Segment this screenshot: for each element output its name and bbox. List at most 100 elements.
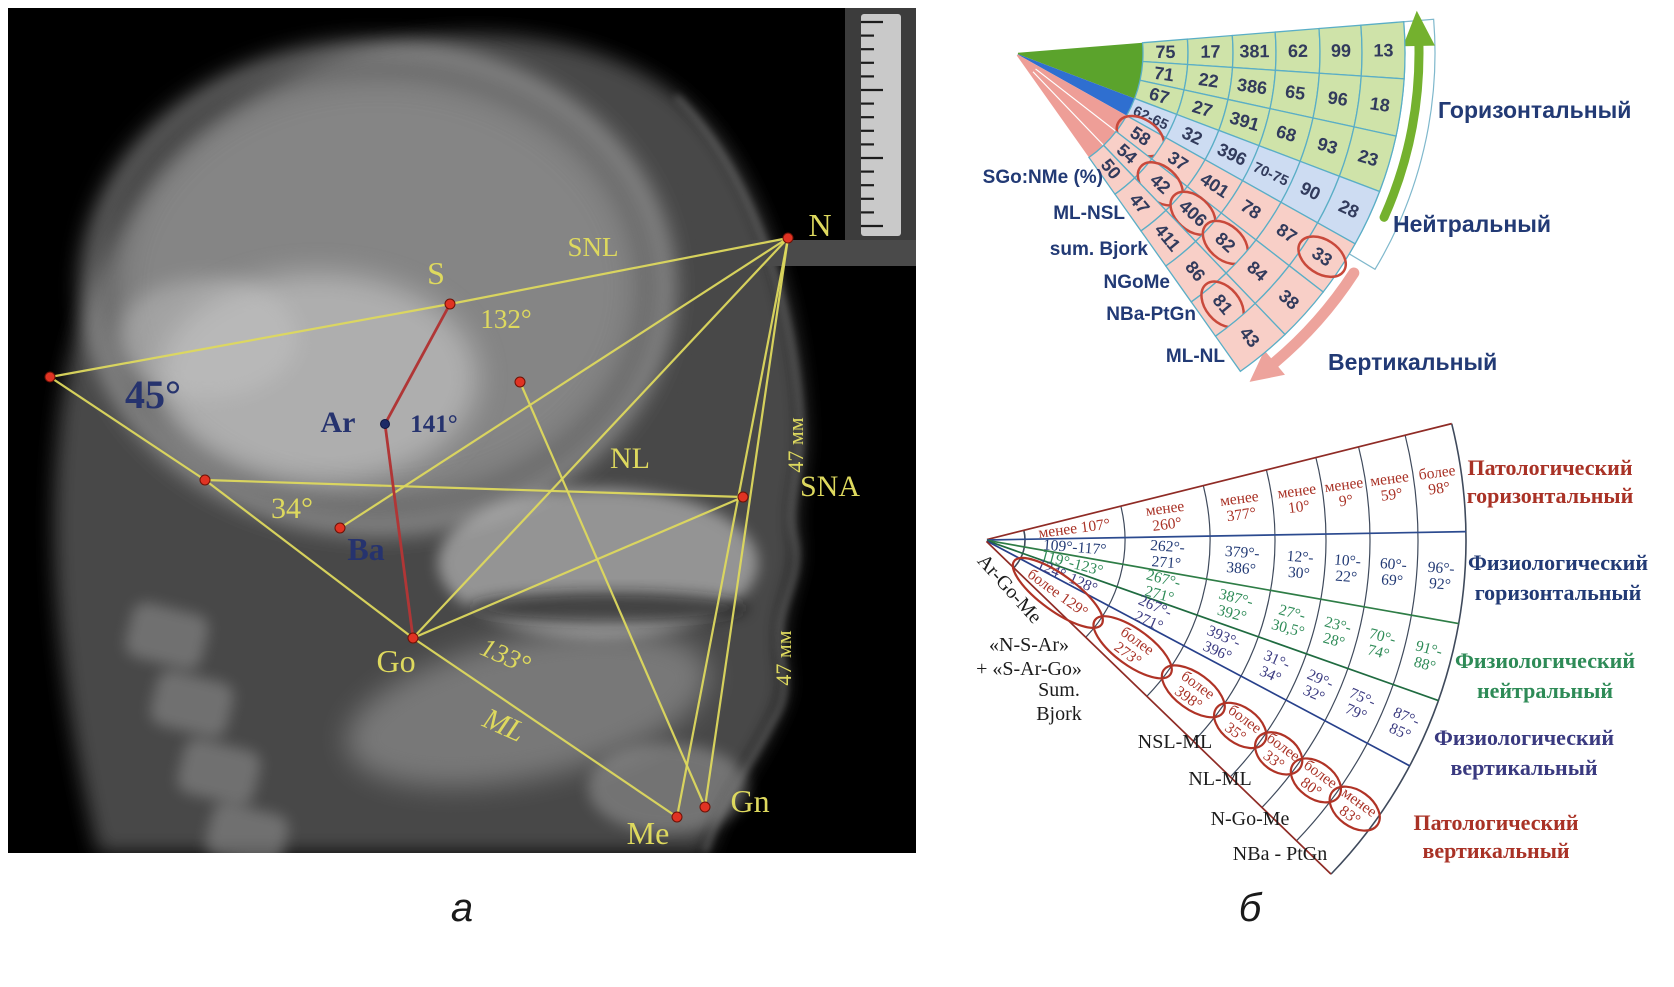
tspan: менее <box>1369 468 1410 490</box>
tspan: 98° <box>1427 479 1451 499</box>
highlight-circle <box>1011 556 1104 629</box>
top-fan-param-label: NBa-PtGn <box>1106 304 1196 325</box>
apex-wedge-green <box>1017 42 1143 99</box>
tspan: менее <box>1277 480 1318 502</box>
bottom-fan-param-label: + «S-Ar-Go» <box>976 658 1082 680</box>
red-line-S-Ar <box>383 303 452 425</box>
fan-cell-value: 75°-79° <box>1340 685 1378 726</box>
fan-cell-value: 70°-74° <box>1363 625 1397 664</box>
label-angle-141: 141° <box>410 411 458 438</box>
label-Me: Me <box>627 815 670 851</box>
column-arc <box>1085 505 1126 638</box>
fan-cell-value: 387°-392° <box>1213 586 1255 627</box>
line-LD-Go <box>204 479 414 639</box>
apex-wedge-pink <box>1016 54 1127 158</box>
fan-cell-value: 381 <box>1239 41 1269 61</box>
tspan: 28° <box>1321 630 1346 652</box>
bottom-fan-zone-label: Патологический <box>1467 455 1632 480</box>
label-Go: Go <box>376 643 415 679</box>
fan-cell-value: 267°-271° <box>1129 592 1174 636</box>
row-boundary-line <box>986 539 1439 702</box>
fan-cell-value: 109°-117° <box>1042 537 1107 559</box>
tspan: менее <box>1219 488 1260 510</box>
bottom-fan-zone-label: Физиологический <box>1434 725 1614 750</box>
top-fan-param-label: ML-NSL <box>1053 203 1125 224</box>
tspan: 91°- <box>1414 637 1444 660</box>
label-47mm-upper: 47 мм <box>783 417 808 472</box>
label-Gn: Gn <box>730 783 769 819</box>
highlight-circle <box>1160 664 1226 719</box>
line-N-Go <box>412 237 789 639</box>
apex-wedge-divider <box>1035 68 1117 132</box>
petrous-glow <box>118 278 298 398</box>
bottom-fan-zone-label: нейтральный <box>1477 678 1613 703</box>
fan-cell-value: 31°-34° <box>1255 647 1293 688</box>
point-dot-occ <box>44 371 56 383</box>
label-SNA: SNA <box>800 470 860 503</box>
tspan: 9° <box>1338 492 1354 511</box>
line-Go-SNA <box>412 495 744 640</box>
bottom-fan-param-label: Bjork <box>1036 703 1082 725</box>
column-arc <box>1013 530 1026 569</box>
occlusal-shadow <box>468 592 748 624</box>
tspan: 92° <box>1428 575 1451 594</box>
caption-a: а <box>450 886 474 930</box>
point-dot-LD <box>199 474 211 486</box>
fan-cell-value: менее10° <box>1277 480 1320 518</box>
fan-cell-value: 96°-92° <box>1426 559 1455 594</box>
label-angle-34: 34° <box>271 492 313 525</box>
top-fan-param-label: SGo:NMe (%) <box>983 167 1103 188</box>
column-arc <box>1261 446 1371 808</box>
highlight-circle <box>1297 235 1347 279</box>
point-dot-Me <box>671 811 683 823</box>
fan-cell-value: менее59° <box>1369 468 1412 506</box>
point-dot-Ar <box>380 419 390 429</box>
zone-label-neutral: Нейтральный <box>1393 211 1551 237</box>
tspan: 262°- <box>1150 537 1186 557</box>
row-boundary-line <box>985 540 1332 875</box>
fan-cell-value: более33° <box>1254 730 1303 778</box>
cranial-vault-rim <box>82 42 674 534</box>
line-LD-SNA <box>204 478 744 499</box>
tspan: 109°-117° <box>1042 537 1107 559</box>
fan-cell-value: более35° <box>1215 702 1264 750</box>
column-arc <box>1229 457 1327 778</box>
point-dot-Pt <box>514 376 526 388</box>
fan-cell-value: 96 <box>1326 87 1349 110</box>
fan-cell-value: 18 <box>1369 93 1392 116</box>
tspan: 386° <box>1226 559 1257 578</box>
vertebra-3 <box>177 738 261 806</box>
red-line-Ar-Go <box>383 423 415 639</box>
tspan: 74° <box>1366 641 1391 663</box>
fan-cell-value: 62 <box>1288 41 1308 61</box>
highlight-circle <box>1289 757 1342 804</box>
tspan: 30° <box>1287 564 1310 583</box>
bottom-fan-param-label: «N-S-Ar» <box>989 634 1069 656</box>
top-fan-param-label: NGoMe <box>1104 272 1171 293</box>
fan-cell-value: 99 <box>1331 41 1351 61</box>
point-dot-Gn <box>699 801 711 813</box>
ruler-strip <box>861 14 901 236</box>
fan-cell-value: 12°-30° <box>1285 548 1314 583</box>
fan-cell-value: 23°-28° <box>1319 614 1353 653</box>
fan-cell-value: 87°-85° <box>1384 704 1422 745</box>
fan-cell-value: 267°-271° <box>1140 567 1182 608</box>
tspan: менее <box>1145 498 1186 520</box>
bottom-fan-zone-label: горизонтальный <box>1467 483 1634 508</box>
line-occ-S <box>49 302 451 379</box>
highlight-circle <box>1328 785 1381 832</box>
point-dot-Go <box>407 632 419 644</box>
line-Pt-Gn <box>518 381 707 808</box>
tspan: 10°- <box>1333 551 1361 570</box>
line-N-Ba <box>339 237 789 529</box>
fan-cell-value: 22 <box>1197 69 1220 92</box>
fan-cell-value: 65 <box>1284 81 1307 104</box>
zone-label-vertical: Вертикальный <box>1328 349 1497 375</box>
fan-cell-value: 10°-22° <box>1332 551 1361 586</box>
point-dot-N <box>782 232 794 244</box>
tspan: 27°- <box>1277 601 1307 624</box>
fan-cell-value: 75 <box>1155 42 1175 62</box>
label-N: N <box>808 207 831 243</box>
